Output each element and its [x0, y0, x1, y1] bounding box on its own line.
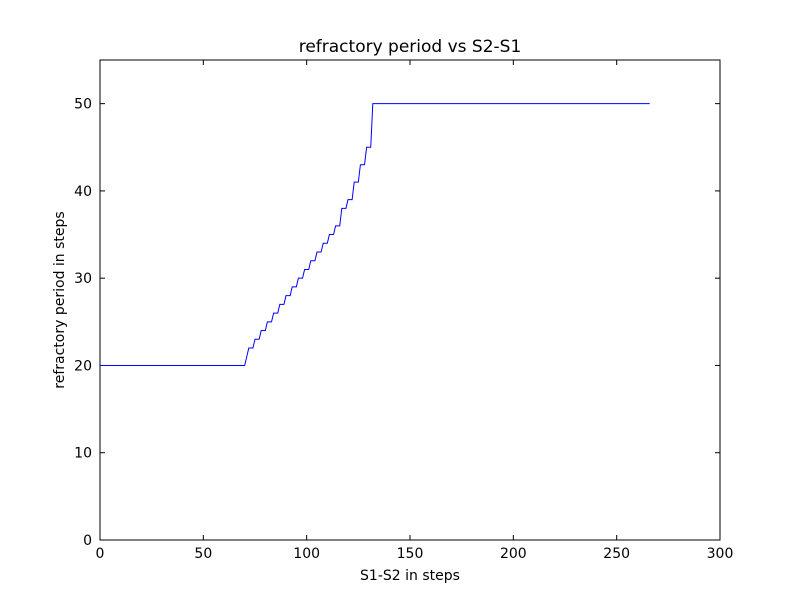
y-tick-label: 50: [74, 97, 92, 113]
y-tick-label: 30: [74, 271, 92, 287]
y-tick-label: 0: [83, 533, 92, 549]
x-tick-label: 300: [707, 546, 734, 562]
x-tick-label: 50: [194, 546, 212, 562]
series-line: [100, 103, 650, 366]
x-tick-label: 250: [603, 546, 630, 562]
y-axis-label: refractory period in steps: [52, 211, 68, 388]
x-axis-label: S1-S2 in steps: [360, 568, 460, 584]
plot-area: [99, 59, 721, 541]
series-layer: [100, 103, 650, 366]
y-tick-label: 10: [74, 446, 92, 462]
x-tick-label: 200: [500, 546, 527, 562]
x-tick-label: 150: [397, 546, 424, 562]
x-tick-label: 0: [96, 546, 105, 562]
y-tick-label: 20: [74, 358, 92, 374]
x-tick-label: 100: [293, 546, 320, 562]
ticks: 0 50 100 150 200 250 300 0 10 20 30 40 50: [74, 60, 733, 562]
y-tick-label: 40: [74, 184, 92, 200]
chart-title: refractory period vs S2-S1: [299, 37, 522, 57]
